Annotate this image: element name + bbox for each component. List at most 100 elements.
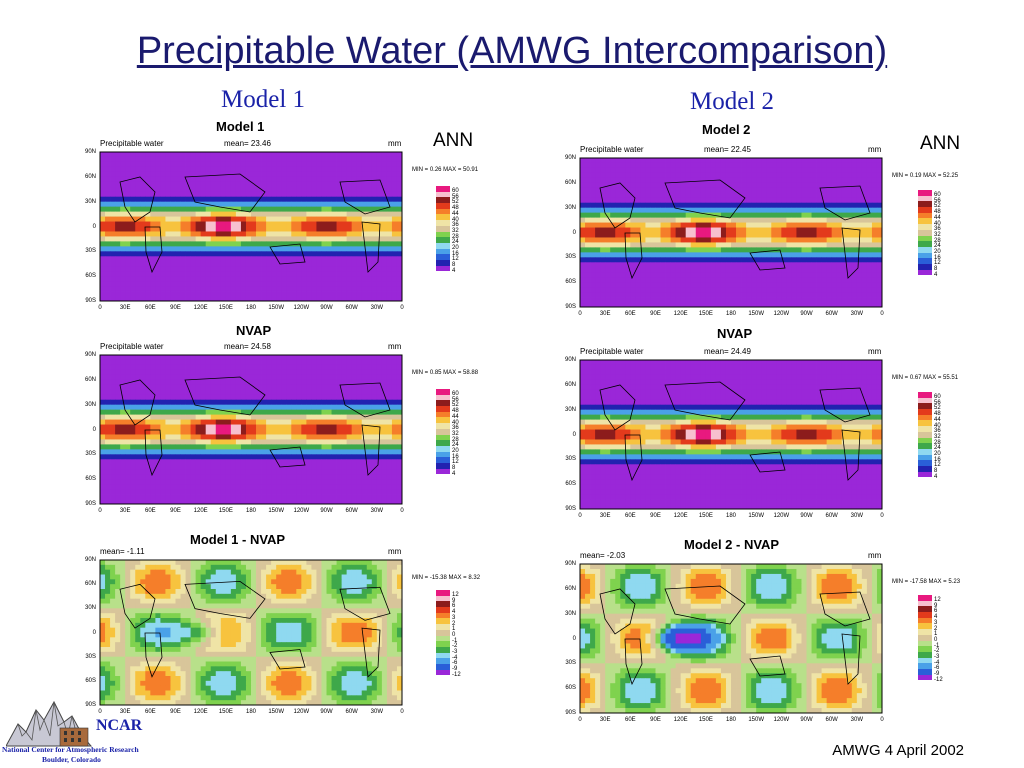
heatmap-cell xyxy=(331,404,337,411)
heatmap-cell xyxy=(120,449,126,455)
heatmap-cell xyxy=(371,564,378,571)
heatmap-cell xyxy=(356,589,363,595)
heatmap-cell xyxy=(286,399,292,406)
heatmap-cell xyxy=(281,429,287,435)
heatmap-cell xyxy=(321,261,327,267)
heatmap-cell xyxy=(160,593,166,600)
heatmap-cell xyxy=(140,569,146,575)
heatmap-cell xyxy=(251,389,257,396)
heatmap-cell xyxy=(125,598,131,604)
heatmap-cell xyxy=(150,618,156,624)
heatmap-cell xyxy=(321,221,327,227)
heatmap-cell xyxy=(346,454,353,460)
heatmap-cell xyxy=(311,364,317,371)
heatmap-cell xyxy=(240,226,247,232)
heatmap-cell xyxy=(381,369,388,376)
heatmap-cell xyxy=(356,424,363,430)
heatmap-cell xyxy=(220,176,227,183)
heatmap-cell xyxy=(195,469,202,475)
heatmap-cell xyxy=(140,296,146,302)
heatmap-cell xyxy=(261,166,267,173)
heatmap-cell xyxy=(331,598,337,604)
heatmap-cell xyxy=(230,584,237,590)
heatmap-cell xyxy=(336,286,342,292)
heatmap-cell xyxy=(276,419,282,425)
heatmap-cell xyxy=(266,593,272,600)
heatmap-cell xyxy=(195,622,202,629)
heatmap-cell xyxy=(356,449,363,455)
heatmap-cell xyxy=(276,564,282,571)
heatmap-cell xyxy=(376,206,383,212)
heatmap-cell xyxy=(251,216,257,222)
heatmap-cell xyxy=(281,439,287,445)
heatmap-cell xyxy=(100,642,106,648)
heatmap-cell xyxy=(271,608,277,614)
heatmap-cell xyxy=(371,603,378,609)
heatmap-cell xyxy=(336,196,342,203)
colorbar-label: 8 xyxy=(452,465,456,472)
heatmap-cell xyxy=(115,196,121,203)
heatmap-cell xyxy=(391,156,398,163)
heatmap-cell xyxy=(150,286,156,292)
heatmap-cell xyxy=(381,296,388,302)
heatmap-cell xyxy=(220,156,227,163)
heatmap-cell xyxy=(386,574,393,580)
heatmap-cell xyxy=(190,271,197,277)
heatmap-cell xyxy=(371,291,378,297)
heatmap-cell xyxy=(296,454,302,460)
heatmap-cell xyxy=(286,394,292,401)
heatmap-cell xyxy=(225,399,232,406)
heatmap-cell xyxy=(185,359,191,366)
heatmap-cell xyxy=(316,564,322,571)
heatmap-cell xyxy=(210,469,217,475)
heatmap-cell xyxy=(281,404,287,411)
heatmap-cell xyxy=(256,589,262,595)
heatmap-cell xyxy=(341,201,348,208)
heatmap-cell xyxy=(245,191,252,198)
heatmap-cell xyxy=(261,281,267,287)
heatmap-cell xyxy=(215,186,222,193)
heatmap-cell xyxy=(210,409,217,415)
heatmap-cell xyxy=(175,206,181,212)
heatmap-cell xyxy=(100,627,106,633)
heatmap-cell xyxy=(230,474,237,480)
heatmap-cell xyxy=(286,176,292,183)
heatmap-cell xyxy=(356,444,363,450)
heatmap-cell xyxy=(115,574,121,580)
heatmap-cell xyxy=(371,419,378,425)
heatmap-cell xyxy=(261,161,267,168)
heatmap-cell xyxy=(110,656,116,662)
heatmap-cell xyxy=(296,236,302,242)
heatmap-cell xyxy=(371,171,378,178)
heatmap-cell xyxy=(115,598,121,604)
heatmap-cell xyxy=(346,186,353,193)
heatmap-cell xyxy=(291,454,297,460)
heatmap-cell xyxy=(165,627,171,633)
heatmap-cell xyxy=(240,196,247,203)
heatmap-cell xyxy=(316,434,322,440)
heatmap-cell xyxy=(361,434,368,440)
colorbar-swatch xyxy=(436,220,450,226)
heatmap-cell xyxy=(220,206,227,212)
heatmap-cell xyxy=(100,589,106,595)
heatmap-cell xyxy=(321,434,327,440)
heatmap-cell xyxy=(200,161,207,168)
heatmap-cell xyxy=(376,489,383,495)
heatmap-cell xyxy=(326,564,332,571)
heatmap-cell xyxy=(396,574,403,580)
heatmap-cell xyxy=(165,603,171,609)
heatmap-cell xyxy=(251,647,257,653)
heatmap-cell xyxy=(266,494,272,500)
heatmap-cell xyxy=(396,618,403,624)
heatmap-cell xyxy=(225,201,232,208)
heatmap-cell xyxy=(205,196,212,203)
heatmap-cell xyxy=(240,484,247,490)
heatmap-cell xyxy=(135,449,141,455)
heatmap-cell xyxy=(336,584,342,590)
heatmap-cell xyxy=(195,201,202,208)
heatmap-cell xyxy=(215,276,222,282)
heatmap-cell xyxy=(200,211,207,217)
heatmap-cell xyxy=(160,216,166,222)
heatmap-cell xyxy=(356,241,363,247)
heatmap-cell xyxy=(296,434,302,440)
